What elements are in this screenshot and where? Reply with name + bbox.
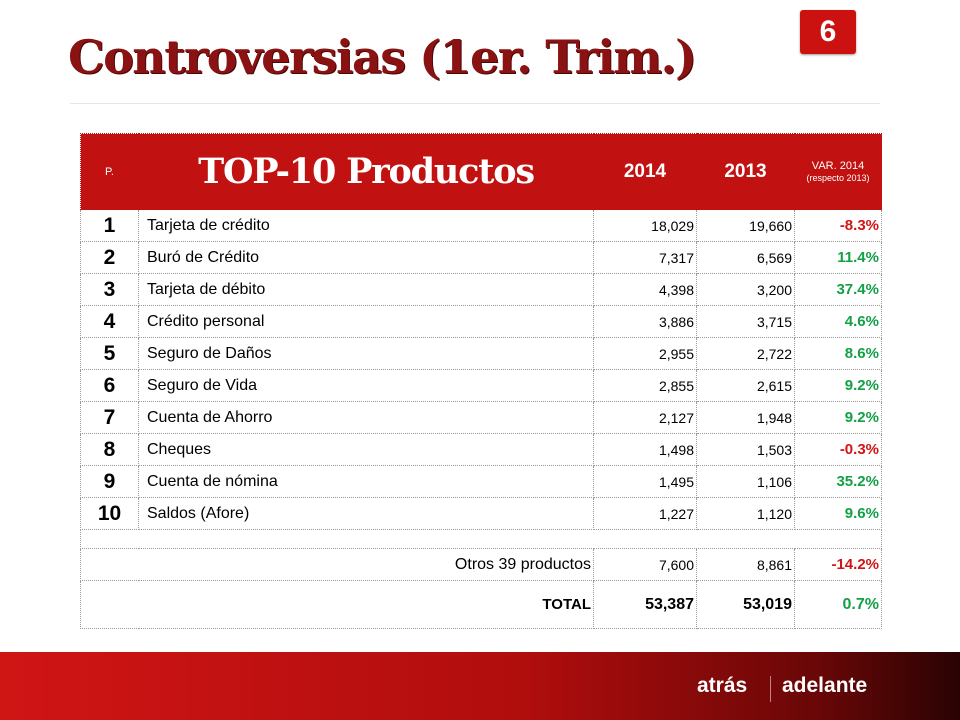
nav-divider — [770, 676, 771, 702]
others-2013: 8,861 — [696, 548, 795, 581]
variation-value: 9.2% — [794, 401, 882, 434]
value-2014: 3,886 — [593, 305, 697, 338]
header-title: TOP-10 Productos — [138, 133, 594, 210]
product-name: Cuenta de nómina — [138, 465, 594, 498]
value-2013: 3,200 — [696, 273, 795, 306]
total-2014: 53,387 — [593, 580, 697, 629]
value-2014: 1,227 — [593, 497, 697, 530]
next-button[interactable]: adelante — [782, 674, 868, 697]
table-body: 1 Tarjeta de crédito 18,029 19,660 -8.3% 2 Bur… — [80, 209, 882, 530]
back-button[interactable]: atrás — [697, 674, 748, 697]
header-variation-label: VAR. 2014 — [811, 159, 865, 172]
product-name: Saldos (Afore) — [138, 497, 594, 530]
value-2014: 1,495 — [593, 465, 697, 498]
variation-value: 35.2% — [794, 465, 882, 498]
product-name: Seguro de Vida — [138, 369, 594, 402]
rank-cell: 10 — [80, 497, 139, 530]
others-2014: 7,600 — [593, 548, 697, 581]
others-variation: -14.2% — [794, 548, 882, 581]
total-variation: 0.7% — [794, 580, 882, 629]
header-rank: P. — [80, 133, 139, 210]
rank-cell: 8 — [80, 433, 139, 466]
value-2014: 2,955 — [593, 337, 697, 370]
value-2014: 2,855 — [593, 369, 697, 402]
table-row: 3 Tarjeta de débito 4,398 3,200 37.4% — [80, 273, 882, 306]
title-divider — [70, 103, 880, 104]
variation-value: 8.6% — [794, 337, 882, 370]
header-year-2013: 2013 — [696, 133, 795, 210]
value-2013: 2,615 — [696, 369, 795, 402]
product-name: Crédito personal — [138, 305, 594, 338]
table-row: 6 Seguro de Vida 2,855 2,615 9.2% — [80, 369, 882, 402]
value-2013: 1,503 — [696, 433, 795, 466]
table-row: 5 Seguro de Daños 2,955 2,722 8.6% — [80, 337, 882, 370]
page-number-badge: 6 — [800, 10, 856, 54]
product-name: Cuenta de Ahorro — [138, 401, 594, 434]
table-row: 8 Cheques 1,498 1,503 -0.3% — [80, 433, 882, 466]
header-variation: VAR. 2014 (respecto 2013) — [794, 133, 882, 210]
variation-value: 9.6% — [794, 497, 882, 530]
header-year-2014: 2014 — [593, 133, 697, 210]
total-row: TOTAL 53,387 53,019 0.7% — [80, 580, 882, 629]
rank-cell: 3 — [80, 273, 139, 306]
value-2014: 7,317 — [593, 241, 697, 274]
value-2013: 3,715 — [696, 305, 795, 338]
table-header-row: P. TOP-10 Productos 2014 2013 VAR. 2014 … — [80, 133, 882, 210]
value-2013: 19,660 — [696, 209, 795, 242]
value-2014: 18,029 — [593, 209, 697, 242]
variation-value: 4.6% — [794, 305, 882, 338]
spacer-row — [80, 529, 882, 549]
rank-cell: 5 — [80, 337, 139, 370]
table-row: 9 Cuenta de nómina 1,495 1,106 35.2% — [80, 465, 882, 498]
rank-cell: 1 — [80, 209, 139, 242]
slide-title: Controversias (1er. Trim.) — [68, 30, 697, 84]
rank-cell: 9 — [80, 465, 139, 498]
value-2013: 2,722 — [696, 337, 795, 370]
top-products-table: P. TOP-10 Productos 2014 2013 VAR. 2014 … — [80, 133, 882, 629]
total-label: TOTAL — [80, 580, 594, 629]
value-2014: 2,127 — [593, 401, 697, 434]
variation-value: 11.4% — [794, 241, 882, 274]
table-row: 1 Tarjeta de crédito 18,029 19,660 -8.3% — [80, 209, 882, 242]
rank-cell: 6 — [80, 369, 139, 402]
variation-value: 37.4% — [794, 273, 882, 306]
variation-value: 9.2% — [794, 369, 882, 402]
product-name: Seguro de Daños — [138, 337, 594, 370]
product-name: Cheques — [138, 433, 594, 466]
variation-value: -8.3% — [794, 209, 882, 242]
others-label: Otros 39 productos — [80, 548, 594, 581]
rank-cell: 4 — [80, 305, 139, 338]
value-2014: 1,498 — [593, 433, 697, 466]
value-2013: 6,569 — [696, 241, 795, 274]
total-2013: 53,019 — [696, 580, 795, 629]
product-name: Tarjeta de débito — [138, 273, 594, 306]
table-row: 10 Saldos (Afore) 1,227 1,120 9.6% — [80, 497, 882, 530]
table-row: 2 Buró de Crédito 7,317 6,569 11.4% — [80, 241, 882, 274]
header-variation-sub: (respecto 2013) — [806, 172, 870, 183]
value-2013: 1,120 — [696, 497, 795, 530]
variation-value: -0.3% — [794, 433, 882, 466]
table-row: 7 Cuenta de Ahorro 2,127 1,948 9.2% — [80, 401, 882, 434]
footer-bar — [0, 652, 960, 720]
product-name: Buró de Crédito — [138, 241, 594, 274]
rank-cell: 2 — [80, 241, 139, 274]
others-row: Otros 39 productos 7,600 8,861 -14.2% — [80, 548, 882, 581]
value-2014: 4,398 — [593, 273, 697, 306]
table-row: 4 Crédito personal 3,886 3,715 4.6% — [80, 305, 882, 338]
product-name: Tarjeta de crédito — [138, 209, 594, 242]
value-2013: 1,948 — [696, 401, 795, 434]
value-2013: 1,106 — [696, 465, 795, 498]
rank-cell: 7 — [80, 401, 139, 434]
